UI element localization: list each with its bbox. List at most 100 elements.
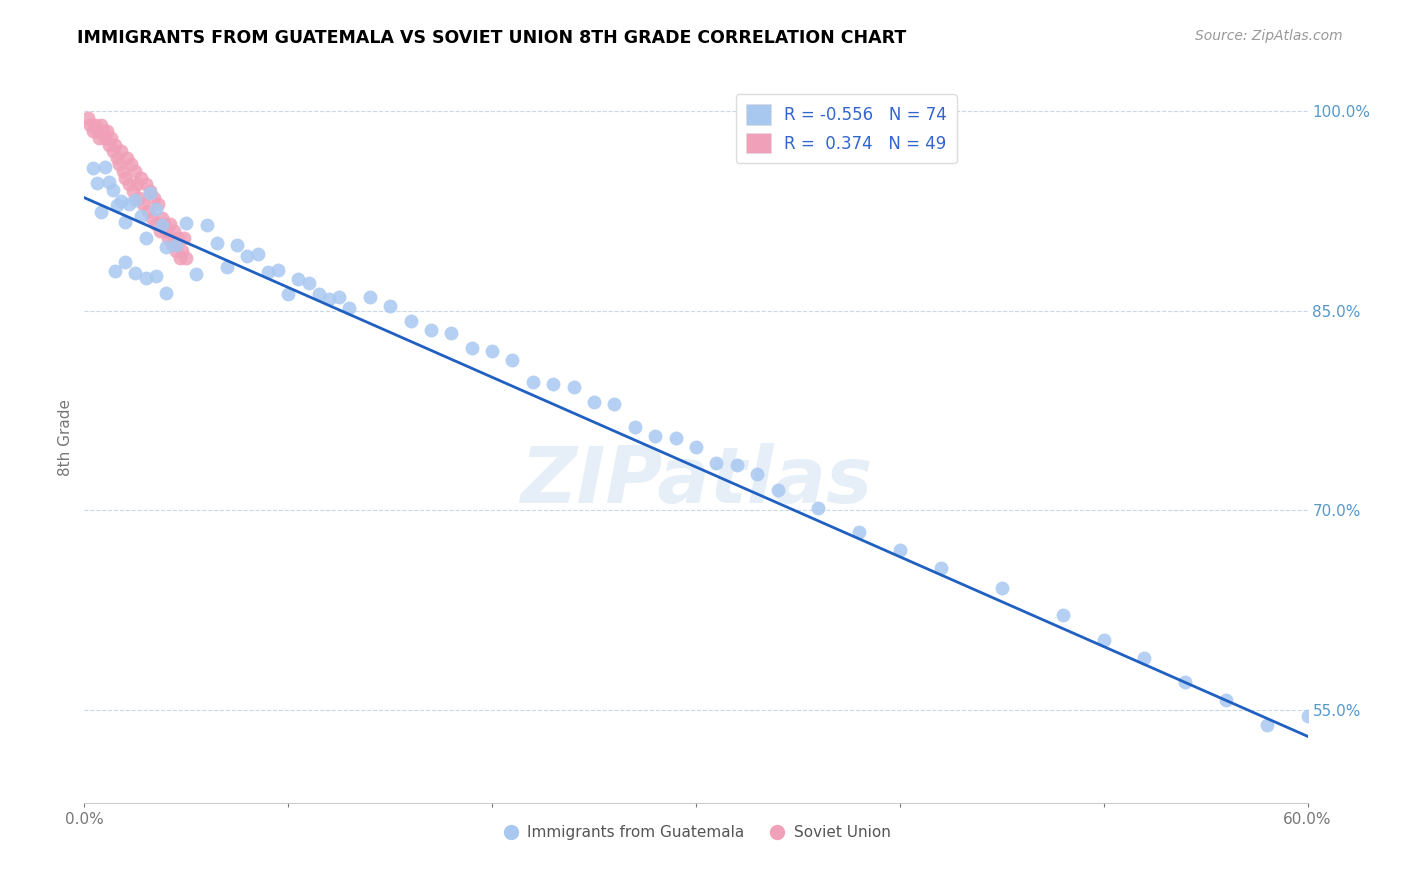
Point — [145, 268, 167, 283]
Point — [339, 301, 361, 315]
Point — [93, 160, 115, 174]
Point — [146, 197, 169, 211]
Point — [131, 170, 153, 185]
Point — [93, 131, 115, 145]
Point — [543, 377, 565, 392]
Point — [440, 326, 463, 340]
Point — [122, 184, 145, 198]
Point — [287, 271, 309, 285]
Point — [96, 124, 118, 138]
Point — [105, 151, 128, 165]
Point — [79, 118, 101, 132]
Point — [115, 151, 138, 165]
Point — [991, 582, 1014, 596]
Point — [359, 290, 381, 304]
Point — [149, 224, 172, 238]
Point — [160, 237, 183, 252]
Point — [562, 379, 585, 393]
Point — [110, 144, 132, 158]
Point — [929, 561, 952, 575]
Point — [420, 323, 443, 337]
Point — [82, 124, 104, 138]
Point — [685, 440, 707, 454]
Point — [236, 249, 259, 263]
Point — [165, 244, 187, 258]
Text: Source: ZipAtlas.com: Source: ZipAtlas.com — [1195, 29, 1343, 43]
Point — [114, 215, 136, 229]
Point — [173, 230, 195, 244]
Point — [298, 276, 321, 290]
Y-axis label: 8th Grade: 8th Grade — [58, 399, 73, 475]
Point — [135, 178, 157, 192]
Point — [101, 183, 124, 197]
Point — [165, 237, 187, 252]
Point — [1052, 608, 1074, 623]
Point — [138, 186, 160, 201]
Point — [889, 543, 911, 558]
Point — [86, 124, 108, 138]
Point — [91, 124, 114, 138]
Point — [328, 290, 350, 304]
Point — [124, 164, 146, 178]
Point — [105, 198, 128, 212]
Point — [257, 265, 280, 279]
Point — [1133, 650, 1156, 665]
Point — [141, 211, 163, 225]
Point — [118, 178, 141, 192]
Point — [167, 230, 190, 244]
Point — [114, 255, 136, 269]
Point — [138, 184, 160, 198]
Point — [174, 216, 197, 230]
Point — [1256, 718, 1278, 732]
Point — [246, 247, 269, 261]
Point — [150, 211, 173, 225]
Point — [766, 483, 789, 497]
Point — [217, 260, 239, 275]
Point — [86, 176, 108, 190]
Point — [172, 244, 194, 258]
Point — [124, 193, 146, 207]
Point — [583, 395, 606, 409]
Point — [90, 204, 112, 219]
Point — [163, 224, 186, 238]
Point — [399, 314, 422, 328]
Point — [132, 197, 155, 211]
Point — [807, 500, 830, 515]
Point — [108, 157, 131, 171]
Point — [1215, 693, 1237, 707]
Point — [277, 287, 299, 301]
Point — [1174, 675, 1197, 690]
Point — [128, 191, 150, 205]
Point — [124, 266, 146, 280]
Point — [83, 118, 105, 132]
Legend: Immigrants from Guatemala, Soviet Union: Immigrants from Guatemala, Soviet Union — [495, 819, 897, 847]
Point — [308, 287, 330, 301]
Point — [142, 191, 165, 205]
Point — [104, 264, 127, 278]
Point — [87, 131, 110, 145]
Text: ZIPatlas: ZIPatlas — [520, 443, 872, 519]
Point — [136, 204, 159, 219]
Point — [195, 218, 218, 232]
Point — [665, 431, 688, 445]
Point — [461, 341, 484, 355]
Point — [174, 251, 197, 265]
Point — [127, 178, 149, 192]
Point — [624, 419, 647, 434]
Point — [145, 217, 167, 231]
Point — [110, 194, 132, 208]
Point — [848, 525, 870, 540]
Point — [114, 170, 136, 185]
Point — [644, 429, 666, 443]
Point — [706, 456, 728, 470]
Point — [135, 231, 157, 245]
Point — [97, 175, 120, 189]
Point — [104, 137, 127, 152]
Point — [205, 235, 228, 250]
Point — [118, 197, 141, 211]
Point — [186, 267, 208, 281]
Point — [77, 111, 100, 125]
Point — [82, 161, 104, 175]
Point — [120, 157, 142, 171]
Point — [522, 375, 544, 389]
